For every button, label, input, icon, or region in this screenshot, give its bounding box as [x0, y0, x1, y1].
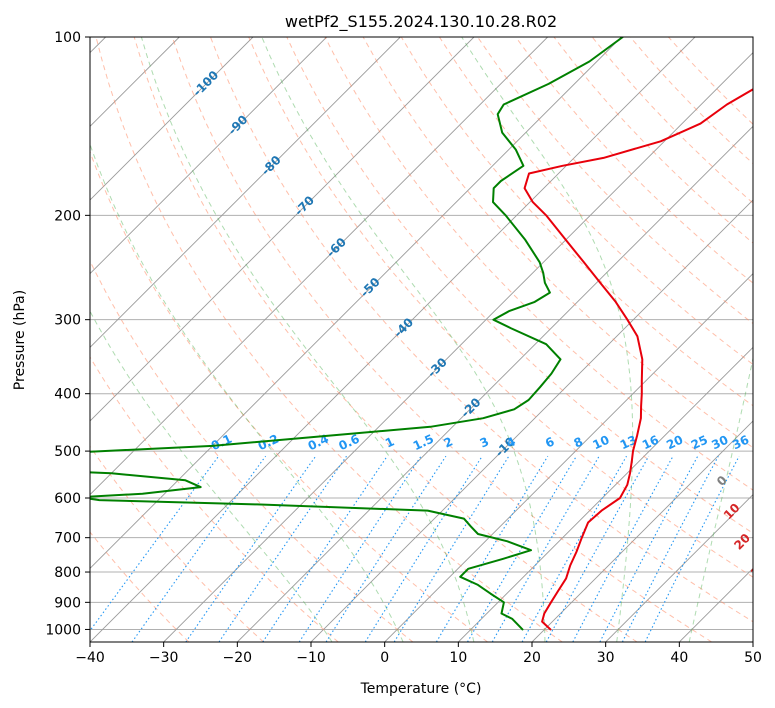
- mixing-ratio-line: [545, 455, 650, 642]
- y-tick-label: 200: [54, 208, 81, 224]
- y-tick-label: 100: [54, 30, 81, 46]
- dry-adiabat-line: [90, 356, 339, 642]
- dry-adiabat-line: [438, 37, 753, 366]
- x-tick-label: 0: [380, 650, 389, 666]
- plot-frame: [89, 36, 754, 643]
- dewpoint-profile-line: [90, 37, 624, 631]
- dry-adiabat-line: [210, 37, 753, 623]
- isotherm-line: [90, 37, 696, 642]
- isotherm-line: [605, 494, 753, 642]
- mixing-ratio-line: [90, 455, 220, 632]
- isotherm-line: [90, 37, 327, 275]
- dry-adiabat-line: [90, 259, 414, 642]
- mixing-ratio-label: 16: [640, 433, 661, 453]
- dry-adiabat-line: [171, 37, 712, 642]
- plot-area: -100-90-80-70-60-50-40-30-20-100.1 0.2 0.4…: [90, 37, 770, 642]
- dry-adiabat-line: [90, 150, 488, 642]
- x-tick-label: −40: [75, 650, 105, 666]
- y-tick-label: 400: [54, 387, 81, 403]
- x-tick-label: −10: [296, 650, 326, 666]
- isotherm-line: [90, 37, 548, 496]
- x-tick-label: 50: [744, 650, 762, 666]
- isotherm-line: [384, 273, 753, 642]
- x-tick-label: 20: [523, 650, 541, 666]
- mixing-ratio-line: [521, 455, 627, 642]
- mixing-ratio-line: [393, 455, 510, 642]
- moist-adiabat-line: [90, 142, 404, 642]
- y-tick-label: 1000: [45, 622, 81, 638]
- x-tick-label: −20: [223, 650, 253, 666]
- dry-adiabat-line: [248, 37, 753, 578]
- y-axis-ticks: 100 200 300 400 500 600 700 800 900 1000: [45, 30, 90, 638]
- x-axis-label: Temperature (°C): [360, 681, 482, 697]
- isotherm-line: [237, 125, 753, 642]
- mixing-ratio-line: [218, 455, 347, 642]
- mixing-ratio-label: 10: [591, 433, 612, 453]
- y-tick-label: 500: [54, 444, 81, 460]
- pressure-grid: [90, 37, 753, 630]
- y-tick-label: 700: [54, 531, 81, 547]
- mixing-ratio-line: [467, 455, 577, 642]
- profile-series: [90, 37, 753, 631]
- y-tick-label: 900: [54, 595, 81, 611]
- isotherm-line: [90, 37, 254, 201]
- isotherm-line: [458, 346, 753, 642]
- mixing-ratio-label: 30: [709, 433, 730, 453]
- moist-adiabat-label: 30: [748, 558, 770, 580]
- x-tick-label: 40: [670, 650, 688, 666]
- y-tick-label: 600: [54, 491, 81, 507]
- x-axis-ticks: −40 −30 −20 −10 0 10 20 30 40 50: [75, 642, 762, 666]
- mixing-ratio-label: 36: [730, 433, 751, 453]
- mixing-ratio-line: [131, 455, 267, 642]
- isotherm-line: [90, 37, 401, 348]
- x-tick-label: 30: [597, 650, 615, 666]
- x-tick-label: 10: [449, 650, 467, 666]
- moist-adiabat-line: [261, 37, 546, 642]
- y-axis-label: Pressure (hPa): [12, 290, 28, 390]
- isotherm-line: [531, 420, 753, 642]
- mixing-ratio-line: [185, 455, 317, 642]
- dry-adiabat-line: [95, 37, 563, 642]
- dry-adiabat-lines: [90, 37, 753, 642]
- mixing-ratio-label: 20: [664, 433, 685, 453]
- chart-title: wetPf2_S155.2024.130.10.28.R02: [285, 12, 557, 32]
- dry-adiabat-line: [400, 37, 753, 407]
- dry-adiabat-line: [90, 531, 190, 642]
- isotherm-line: [90, 37, 622, 569]
- dry-adiabat-line: [90, 445, 264, 642]
- dry-adiabat-line: [286, 37, 753, 534]
- x-tick-label: −30: [149, 650, 179, 666]
- y-tick-label: 300: [54, 313, 81, 329]
- temperature-profile-line: [523, 88, 753, 631]
- mixing-ratio-line: [644, 455, 740, 642]
- isotherm-line: [90, 37, 475, 422]
- mixing-ratio-line: [262, 455, 388, 642]
- isotherm-lines: [90, 37, 753, 642]
- mixing-ratio-label: 25: [689, 433, 710, 453]
- dry-adiabat-line: [515, 37, 753, 284]
- dry-adiabat-line: [133, 37, 638, 642]
- moist-adiabat-line: [140, 37, 475, 642]
- y-tick-label: 800: [54, 565, 81, 581]
